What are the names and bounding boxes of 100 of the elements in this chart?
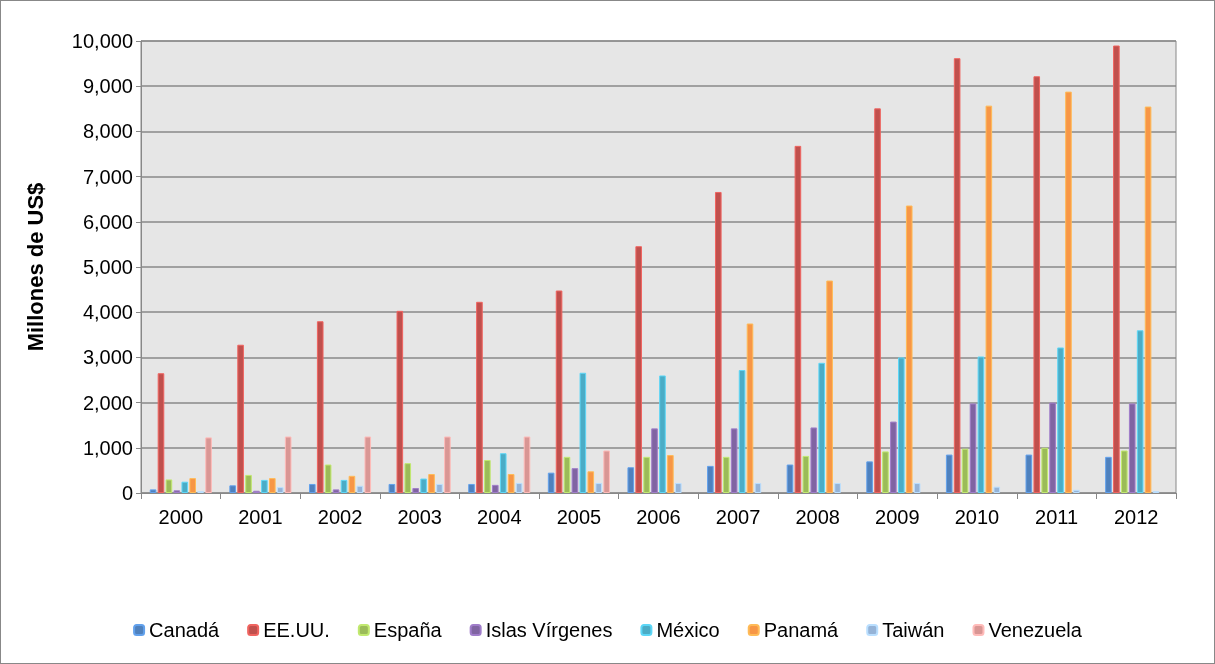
bar — [675, 483, 682, 493]
x-tick-label: 2006 — [636, 506, 681, 528]
x-tick-label: 2002 — [317, 506, 363, 528]
bar — [1128, 403, 1136, 493]
bar — [1057, 347, 1064, 493]
bar — [905, 205, 913, 493]
bar — [993, 486, 1001, 493]
x-tick-label: 2004 — [477, 506, 522, 528]
bar — [786, 464, 794, 493]
bar — [1073, 489, 1080, 493]
x-tick-label: 2005 — [556, 506, 602, 528]
bar — [730, 428, 738, 493]
bar — [667, 455, 674, 493]
bar — [396, 310, 404, 493]
bar — [651, 428, 658, 493]
legend-label: España — [373, 619, 443, 641]
bar — [412, 488, 419, 493]
bar — [555, 290, 563, 493]
bar — [468, 483, 475, 493]
bar — [1144, 106, 1152, 493]
bar — [444, 436, 451, 493]
legend-label: Islas Vírgenes — [485, 619, 613, 641]
bar — [189, 478, 196, 493]
legend-label: México — [656, 619, 720, 641]
bar — [794, 145, 802, 493]
bar — [348, 475, 356, 493]
bar — [245, 474, 252, 493]
y-tick-label: 8,000 — [82, 120, 133, 143]
y-tick-label: 0 — [121, 482, 133, 504]
bar — [523, 436, 531, 493]
bar — [826, 280, 833, 493]
bar — [722, 456, 730, 493]
bar — [754, 483, 762, 493]
bar — [1113, 45, 1120, 493]
bar — [205, 437, 212, 493]
bar — [866, 461, 873, 493]
y-tick-label: 10,000 — [71, 30, 133, 52]
bar — [898, 357, 905, 493]
x-tick-label: 2000 — [158, 506, 204, 528]
bar — [507, 474, 515, 493]
bar — [276, 487, 284, 493]
bar — [229, 485, 236, 493]
y-tick-label: 6,000 — [82, 210, 133, 233]
bar — [436, 483, 443, 493]
bar — [261, 479, 268, 493]
x-tick-label: 2003 — [397, 506, 442, 528]
bar — [953, 58, 961, 493]
bar — [1049, 402, 1056, 493]
bar — [659, 375, 666, 493]
bar — [547, 472, 555, 493]
bar — [635, 246, 642, 493]
y-tick-label: 1,000 — [82, 436, 133, 459]
bar — [356, 485, 364, 493]
bar — [1025, 454, 1033, 493]
y-tick-label: 7,000 — [82, 165, 133, 188]
bar — [181, 481, 189, 493]
bar — [707, 465, 714, 493]
y-axis-title: Millones de US$ — [22, 182, 48, 352]
bar — [913, 483, 921, 493]
x-tick-label: 2011 — [1035, 506, 1079, 528]
bar — [627, 467, 635, 493]
y-tick-label: 9,000 — [82, 75, 133, 98]
bar — [420, 478, 427, 493]
bar — [882, 451, 889, 493]
bar — [643, 456, 650, 493]
bar — [388, 483, 396, 493]
bar — [595, 483, 603, 493]
bar — [961, 448, 969, 493]
bar — [746, 323, 754, 493]
x-tick-label: 2009 — [875, 506, 920, 528]
bar — [802, 455, 810, 493]
bar — [499, 453, 507, 493]
bar — [1105, 456, 1112, 493]
bar — [874, 108, 881, 493]
legend-label: Taiwán — [882, 619, 945, 641]
bar — [149, 489, 157, 493]
legend-label: Venezuela — [988, 619, 1083, 641]
bar — [738, 370, 746, 493]
bar — [1065, 91, 1072, 493]
bar — [237, 344, 244, 493]
legend-label: Canadá — [149, 619, 221, 641]
bar — [834, 483, 841, 493]
x-tick-label: 2001 — [238, 506, 283, 528]
y-tick-label: 3,000 — [82, 346, 133, 369]
legend-label: EE.UU. — [263, 619, 330, 641]
bar — [571, 468, 579, 493]
legend-label: Panamá — [763, 619, 840, 641]
bar — [1121, 450, 1128, 493]
bar — [1041, 447, 1048, 493]
bar — [1033, 76, 1041, 493]
bar — [364, 436, 372, 493]
bar — [985, 105, 993, 493]
bar — [332, 489, 340, 493]
bar — [969, 403, 977, 493]
bar — [269, 478, 276, 493]
x-tick-label: 2008 — [795, 506, 840, 528]
bar — [515, 483, 523, 493]
bar — [714, 191, 722, 493]
bar — [492, 484, 499, 493]
x-tick-label: 2007 — [715, 506, 761, 528]
